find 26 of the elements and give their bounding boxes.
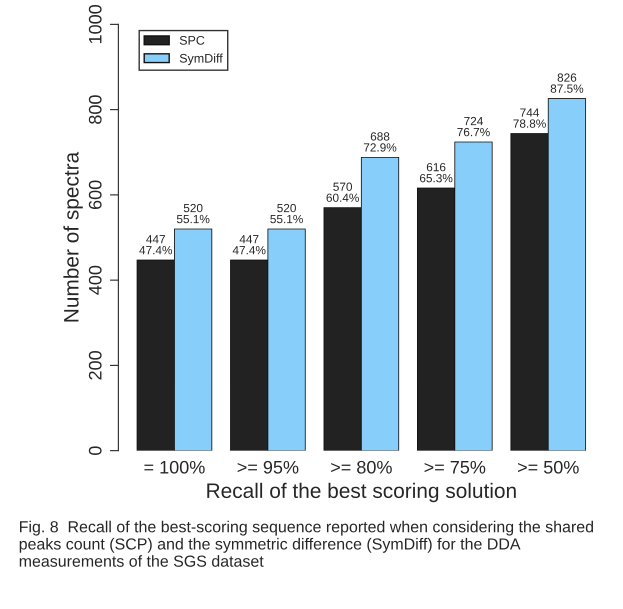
- data-label: 520 55.1%: [176, 204, 210, 224]
- x-tick-label: >= 50%: [518, 460, 579, 474]
- data-label: 570 60.4%: [326, 182, 359, 202]
- y-tick-label: 600: [88, 180, 102, 210]
- data-label: 520 55.1%: [270, 204, 303, 224]
- x-tick-label: >= 75%: [424, 460, 486, 474]
- caption: Fig. 8 Recall of the best-scoring sequence reported when considering the shared peaks count (SCP) and the symmetric difference (SymDiff) for the DDA measurements of the SGS dataset: [20, 520, 593, 567]
- data-label: 616 65.3%: [420, 162, 452, 182]
- data-label: 724 76.7%: [457, 116, 490, 136]
- y-tick-label: 800: [88, 95, 102, 124]
- data-label: 826 87.5%: [550, 73, 584, 93]
- data-label: 744 78.8%: [513, 108, 546, 128]
- x-tick-label: >= 80%: [331, 460, 392, 474]
- y-tick-label: 0: [88, 446, 102, 455]
- x-tick-label: = 100%: [144, 460, 205, 474]
- legend-label: SymDiff: [180, 54, 223, 66]
- x-tick-label: >= 95%: [238, 460, 298, 474]
- legend-label: SPC: [180, 36, 204, 45]
- y-tick-label: 200: [88, 351, 102, 380]
- y-axis-title: Number of spectra: [63, 152, 83, 322]
- data-label: 447 47.4%: [232, 235, 266, 254]
- data-label: 447 47.4%: [139, 235, 172, 254]
- data-label: 688 72.9%: [364, 132, 396, 152]
- y-tick-label: 400: [88, 266, 102, 295]
- x-axis-title: Recall of the best scoring solution: [207, 482, 516, 502]
- y-tick-label: 1000: [88, 4, 102, 44]
